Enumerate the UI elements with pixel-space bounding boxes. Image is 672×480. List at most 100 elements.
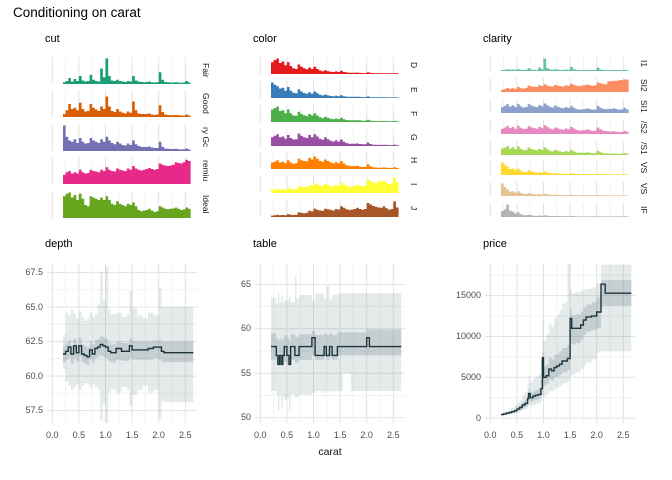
strip-label-color-4: H [409,157,419,164]
histogram-strip-chart [489,120,629,134]
histogram-area-D [271,58,399,74]
median-line [501,283,632,416]
x-tick-label-depth: 0.5 [72,430,86,440]
y-tick-label-table: 50 [240,412,251,423]
main-title: Conditioning on carat [13,5,141,20]
y-tick-label-table: 65 [240,278,251,289]
x-tick-label-depth: 1.0 [99,430,112,440]
strip-label-cut-0: Fair [201,63,211,78]
histogram-area-I [271,177,399,193]
histogram-area-SI2 [501,79,629,92]
strip-label-clarity-5: VS [639,162,649,174]
line-band-chart-price [485,263,635,423]
histogram-strip-chart [489,182,629,196]
histogram-strip-chart [259,152,399,169]
strip-label-cut-3: remiu [201,159,211,182]
histogram-area-VVS2 [501,162,629,175]
x-tick-label-table: 2.5 [387,430,400,440]
strip-label-clarity-4: /S1 [639,141,649,155]
strip-label-color-6: J [409,206,419,211]
strip-label-clarity-1: SI2 [639,78,649,92]
strip-label-clarity-0: I1 [639,60,649,68]
y-tick-label-depth: 67.5 [25,267,43,278]
y-tick-label-table: 55 [240,367,251,378]
strip-label-cut-2: ry Gc [201,127,211,148]
y-tick-label-price: 10000 [455,330,481,341]
strip-label-clarity-7: IF [639,206,649,214]
histogram-area-Very Good [63,125,191,151]
histogram-strip-chart [489,57,629,71]
x-tick-label-table: 0.5 [280,430,294,440]
line-band-chart-depth [47,263,197,423]
histogram-strip-chart [259,176,399,193]
histogram-strip-chart [489,161,629,175]
histogram-strip-chart [489,99,629,113]
histogram-area-VVS1 [501,183,629,196]
y-tick-label-table: 60 [240,323,251,334]
x-tick-label-price: 2.5 [617,430,630,440]
y-tick-label-depth: 62.5 [25,336,43,347]
x-gridlines [489,57,624,71]
y-tick-label-depth: 65.0 [25,301,43,312]
x-tick-label-depth: 1.5 [125,430,139,440]
x-tick-label-price: 0.5 [510,430,524,440]
x-tick-label-price: 1.5 [563,430,577,440]
histogram-strip-chart [259,57,399,74]
strip-label-clarity-6: VS [639,183,649,195]
outer-band [271,275,402,411]
histogram-strip-chart [51,57,191,84]
x-gridlines [489,203,624,217]
strip-label-cut-4: Ideal [201,195,211,214]
histogram-area-G [271,133,399,146]
histogram-area-H [271,156,399,169]
histogram-area-IF [501,204,629,217]
y-tick-label-price: 5000 [460,371,481,382]
histogram-strip-chart [51,90,191,117]
x-tick-label-table: 2.0 [360,430,373,440]
histogram-area-E [271,82,399,98]
x-tick-label-table: 1.5 [333,430,347,440]
panel-title-clarity: clarity [483,33,512,45]
strip-label-clarity-3: /S2 [639,120,649,134]
outer-band [501,264,632,416]
x-tick-label-depth: 2.0 [152,430,165,440]
x-gridlines [51,57,186,84]
median-line [271,337,402,365]
histogram-strip-chart [489,78,629,92]
histogram-area-SI1 [501,103,629,113]
x-tick-label-price: 2.0 [590,430,603,440]
histogram-area-VS2 [501,125,629,134]
strip-label-color-1: E [409,86,419,93]
strip-label-cut-1: Good [201,93,211,114]
x-tick-label-table: 1.0 [307,430,320,440]
histogram-area-F [271,106,399,122]
histogram-area-Premium [63,159,191,184]
strip-label-clarity-2: SI1 [639,99,649,113]
median-line [63,343,194,358]
strip-label-color-2: F [409,110,419,117]
x-tick-label-depth: 2.5 [179,430,192,440]
histogram-area-J [271,201,399,217]
panel-title-color: color [253,33,277,45]
histogram-area-Good [63,96,191,117]
histogram-strip-chart [51,124,191,151]
x-gridlines [51,263,186,423]
outer-band [63,265,194,423]
x-tick-label-price: 1.0 [537,430,550,440]
strip-label-color-0: D [409,62,419,69]
histogram-strip-chart [489,141,629,155]
histogram-strip-chart [259,129,399,146]
panel-title-depth: depth [45,238,73,250]
panel-title-table: table [253,238,277,250]
x-tick-label-depth: 0.0 [46,430,59,440]
histogram-area-VS1 [501,145,629,155]
x-gridlines [259,57,394,74]
histogram-strip-chart [51,191,191,218]
x-axis-title: carat [318,446,342,458]
strip-label-color-3: G [409,134,419,141]
x-tick-label-price: 0.0 [484,430,497,440]
inner-band [501,280,632,415]
histogram-area-Ideal [63,192,191,218]
histogram-strip-chart [259,105,399,122]
